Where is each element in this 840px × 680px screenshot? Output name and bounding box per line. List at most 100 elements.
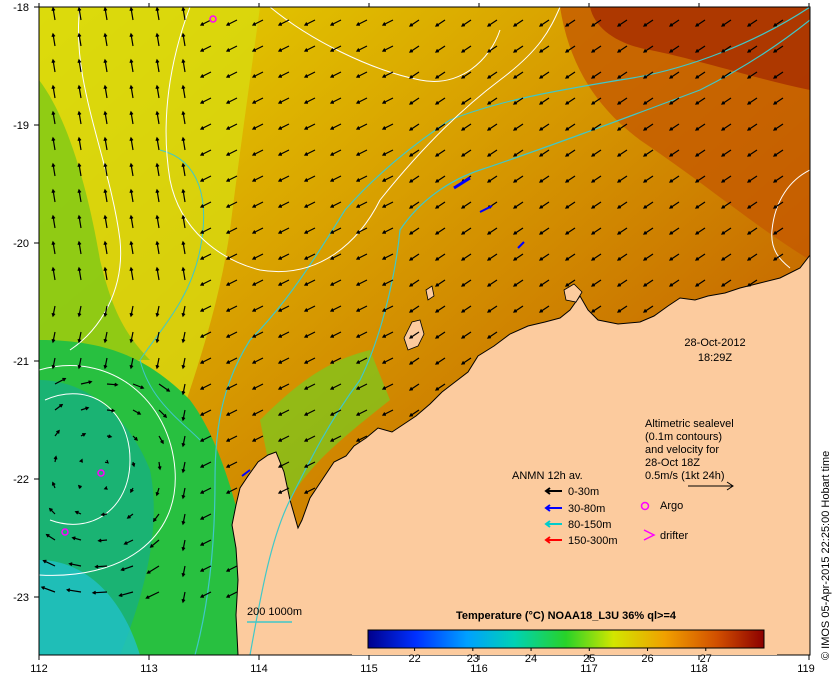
velocity-vector — [355, 383, 368, 390]
velocity-vector — [77, 266, 82, 281]
velocity-vector — [277, 123, 290, 130]
velocity-vector — [181, 188, 186, 203]
velocity-vector — [277, 461, 290, 468]
altimetry-note-line: 0.5m/s (1kt 24h) — [645, 470, 724, 482]
velocity-vector — [225, 305, 238, 312]
velocity-vector — [181, 435, 186, 448]
velocity-vector — [434, 45, 446, 53]
velocity-vector — [642, 149, 654, 157]
sst-green-west — [39, 80, 150, 360]
velocity-vector — [434, 331, 446, 339]
scale-arrow — [688, 481, 734, 491]
velocity-vector — [277, 409, 290, 416]
legend-label: 30-80m — [568, 503, 605, 515]
velocity-vector — [434, 71, 446, 79]
velocity-vector — [251, 253, 264, 260]
velocity-vector — [329, 149, 342, 156]
velocity-vector — [181, 487, 186, 500]
velocity-vector — [103, 357, 108, 370]
velocity-vector — [251, 383, 264, 390]
velocity-vector — [668, 279, 680, 287]
velocity-vector — [303, 279, 316, 286]
velocity-vector — [251, 279, 264, 286]
velocity-vector — [329, 201, 342, 208]
y-tick-label: -21 — [13, 356, 29, 368]
velocity-vector — [720, 201, 732, 209]
velocity-vector — [129, 266, 134, 281]
velocity-vector — [720, 175, 732, 183]
velocity-vector — [746, 97, 758, 105]
velocity-vector — [225, 201, 238, 208]
velocity-vector — [155, 162, 160, 177]
velocity-vector — [720, 71, 732, 79]
velocity-vector — [355, 201, 368, 208]
velocity-vector — [512, 227, 524, 235]
credit-text: © IMOS 05-Apr-2015 22:25:00 Hobart time — [820, 451, 832, 660]
velocity-vector — [103, 32, 108, 47]
velocity-vector — [149, 539, 160, 548]
x-tick-label: 116 — [470, 663, 488, 675]
velocity-vector — [51, 110, 56, 125]
x-tick-label: 118 — [690, 663, 708, 675]
velocity-vector — [486, 45, 498, 53]
velocity-vector — [277, 383, 290, 390]
velocity-vector — [538, 305, 550, 313]
velocity-vector — [512, 19, 524, 27]
velocity-vector — [512, 45, 524, 53]
velocity-vector — [303, 201, 316, 208]
velocity-vector — [181, 591, 186, 604]
velocity-vector — [199, 591, 212, 598]
velocity-vector — [460, 45, 472, 53]
velocity-vector — [155, 58, 160, 73]
velocity-vector — [42, 559, 56, 567]
velocity-vector — [103, 486, 108, 490]
velocity-vector — [355, 71, 368, 78]
velocity-vector — [158, 383, 171, 392]
velocity-vector — [51, 240, 56, 255]
velocity-vector — [616, 123, 628, 131]
velocity-vector — [225, 19, 238, 26]
velocity-vector — [434, 279, 446, 287]
velocity-vector — [616, 175, 628, 183]
velocity-vector — [77, 484, 82, 489]
velocity-vector — [91, 590, 108, 595]
velocity-vector — [51, 305, 56, 318]
velocity-vector — [486, 227, 498, 235]
velocity-vector — [434, 357, 446, 365]
velocity-vector — [434, 305, 446, 313]
velocity-vector — [155, 7, 160, 21]
velocity-vector — [590, 71, 602, 79]
velocity-vector — [251, 305, 264, 312]
altimetry-note-line: 28-Oct 18Z — [645, 457, 700, 469]
velocity-vector — [329, 45, 342, 52]
velocity-vector — [329, 97, 342, 104]
velocity-vector — [564, 279, 576, 287]
velocity-vector — [251, 123, 264, 130]
velocity-vector — [381, 383, 394, 390]
velocity-vector — [329, 357, 342, 364]
velocity-vector — [103, 305, 108, 318]
velocity-vector — [103, 214, 108, 229]
velocity-vector — [694, 149, 706, 157]
velocity-vector — [355, 227, 368, 234]
velocity-vector — [103, 266, 108, 281]
velocity-vector — [381, 149, 394, 156]
velocity-vector — [512, 71, 524, 79]
velocity-vector — [51, 481, 56, 489]
velocity-vector — [118, 591, 134, 597]
velocity-vector — [408, 409, 420, 417]
velocity-vector — [329, 175, 342, 182]
velocity-vector — [434, 253, 446, 261]
velocity-vector — [329, 227, 342, 234]
velocity-vector — [512, 175, 524, 183]
velocity-vector — [181, 240, 186, 255]
velocity-vector — [303, 357, 316, 364]
velocity-vector — [486, 305, 498, 313]
velocity-vector — [434, 201, 446, 209]
velocity-vector — [772, 19, 784, 27]
altimetry-note-line: and velocity for — [645, 444, 719, 456]
velocity-vector — [103, 331, 108, 344]
velocity-vector — [460, 97, 472, 105]
velocity-vector — [381, 71, 394, 78]
velocity-vector — [355, 123, 368, 130]
